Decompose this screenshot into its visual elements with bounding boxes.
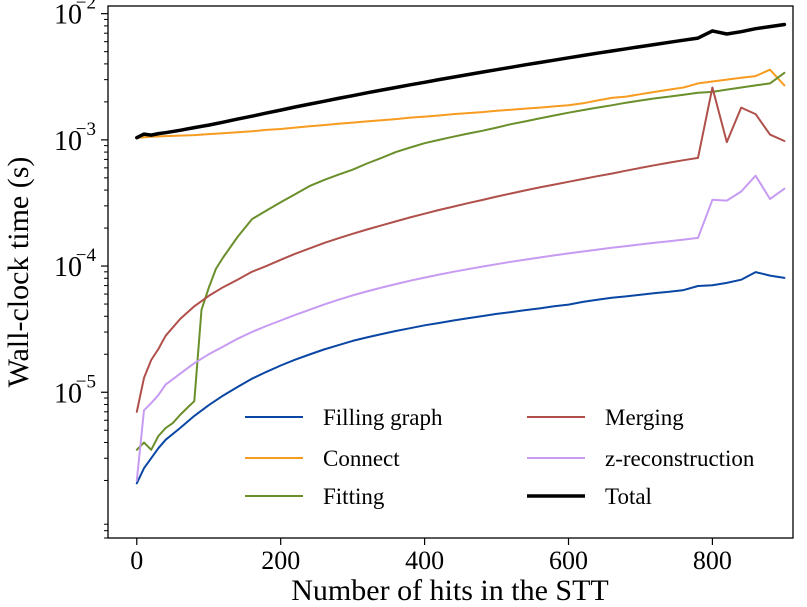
legend-entry: Total <box>605 484 652 509</box>
x-tick-label: 200 <box>261 546 300 575</box>
series-line-fitting <box>135 71 786 451</box>
x-axis-label: Number of hits in the STT <box>291 574 608 607</box>
series-line-connect <box>135 68 786 139</box>
y-tick-label: 10 <box>54 378 82 409</box>
legend-entry: Connect <box>323 446 400 471</box>
series-line-merging <box>135 86 786 413</box>
y-tick-label: 10 <box>54 0 82 31</box>
series-lines <box>135 22 787 485</box>
series-line-filling-graph <box>135 271 786 485</box>
x-tick-label: 400 <box>405 546 444 575</box>
y-axis-label: Wall-clock time (s) <box>2 157 35 388</box>
x-tick-label: 600 <box>549 546 588 575</box>
legend-entry: Fitting <box>323 484 385 509</box>
legend-entry: Merging <box>605 405 684 430</box>
y-tick-label-exponent: −5 <box>76 371 96 392</box>
legend: Filling graph Connect Fitting Merging z-reco… <box>245 405 755 509</box>
y-tick-label-exponent: −4 <box>76 245 97 266</box>
legend-entry: z-reconstruction <box>605 446 755 471</box>
series-line-z-reconstruction <box>135 174 786 482</box>
y-tick-label: 10 <box>54 126 82 157</box>
y-tick-label: 10 <box>54 252 82 283</box>
legend-entry: Filling graph <box>323 405 443 430</box>
y-tick-label-exponent: −3 <box>76 119 96 140</box>
y-tick-label-exponent: −2 <box>76 0 96 14</box>
series-line-total <box>135 22 787 140</box>
x-tick-label: 0 <box>130 546 143 575</box>
x-tick-label: 800 <box>693 546 732 575</box>
